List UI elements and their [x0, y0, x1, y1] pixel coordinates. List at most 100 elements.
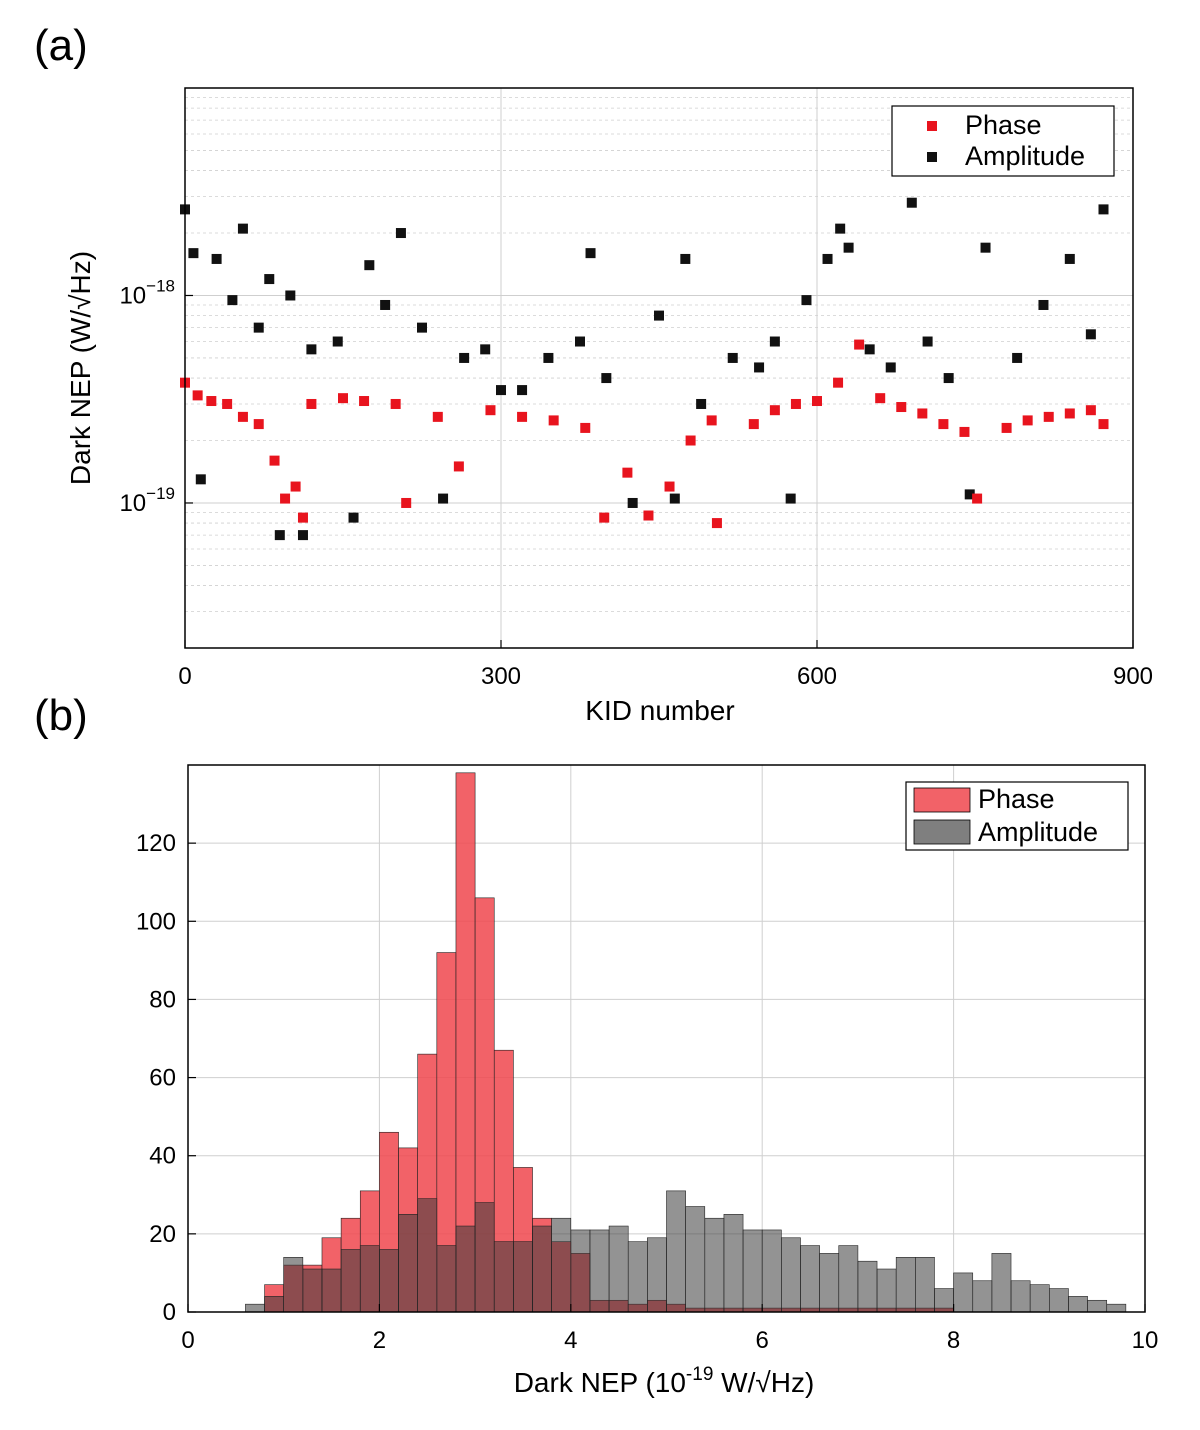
- amplitude-point: [585, 248, 596, 259]
- phase-point: [917, 408, 928, 419]
- plot-b-xlabel-exp: -19: [686, 1364, 713, 1385]
- plot-b-xlabel-main: Dark NEP (10: [514, 1367, 686, 1398]
- plot-a-legend: Phase Amplitude: [891, 105, 1115, 177]
- legend-box: [891, 105, 1115, 177]
- amplitude-bar: [455, 1225, 476, 1313]
- plot-a-points: [180, 197, 1109, 541]
- x-tick-label: 600: [797, 663, 837, 690]
- amplitude-bar: [742, 1229, 763, 1313]
- amplitude-bar: [398, 1214, 418, 1313]
- phase-point: [972, 493, 983, 504]
- amplitude-bar: [570, 1229, 591, 1313]
- amplitude-bar: [761, 1229, 782, 1313]
- amplitude-point: [285, 290, 296, 301]
- amplitude-point: [835, 223, 846, 234]
- amplitude-point: [1064, 253, 1075, 264]
- amplitude-point: [980, 242, 991, 253]
- y-tick-label: 20: [149, 1221, 176, 1248]
- amplitude-point: [1038, 299, 1049, 310]
- y-tick-label: 40: [149, 1143, 176, 1170]
- amplitude-point: [297, 530, 308, 541]
- legend-b-amplitude-label: Amplitude: [978, 817, 1098, 847]
- plot-b-frame: [187, 764, 1146, 1313]
- phase-point: [622, 467, 633, 478]
- amplitude-bar: [953, 1272, 974, 1313]
- panel-b-label: (b): [34, 691, 88, 740]
- plot-b-xlabel-unit: W/√Hz): [713, 1367, 814, 1398]
- phase-point: [338, 393, 348, 404]
- y-tick-label: 10−18: [119, 276, 175, 309]
- amplitude-point: [496, 385, 506, 396]
- amplitude-bar: [723, 1214, 744, 1313]
- legend-phase-marker: [927, 121, 937, 131]
- amplitude-bar: [915, 1257, 935, 1313]
- amplitude-bar: [1068, 1296, 1088, 1313]
- amplitude-point: [348, 512, 359, 523]
- amplitude-point: [1012, 352, 1023, 363]
- phase-point: [1085, 405, 1096, 416]
- amplitude-bar: [589, 1229, 610, 1313]
- amplitude-point: [1098, 204, 1109, 215]
- amplitude-bar: [1010, 1280, 1031, 1313]
- phase-point: [790, 398, 801, 409]
- x-tick-label: 300: [481, 663, 521, 690]
- phase-point: [1064, 408, 1075, 419]
- amplitude-point: [195, 474, 206, 485]
- phase-point: [685, 435, 696, 446]
- phase-point: [432, 411, 443, 422]
- y-tick-label: 60: [149, 1065, 176, 1092]
- x-tick-label: 2: [373, 1327, 386, 1354]
- phase-point: [297, 512, 308, 523]
- amplitude-bar: [1029, 1284, 1050, 1313]
- amplitude-point: [601, 373, 612, 384]
- plot-a-grid: [184, 88, 1134, 649]
- amplitude-bar: [379, 1249, 399, 1313]
- phase-point: [664, 481, 675, 492]
- phase-point: [359, 396, 370, 407]
- amplitude-point: [459, 352, 470, 363]
- phase-point: [959, 426, 970, 437]
- amplitude-bar: [991, 1253, 1012, 1313]
- amplitude-bar: [474, 1202, 495, 1313]
- amplitude-bar: [876, 1268, 897, 1313]
- amplitude-point: [864, 344, 875, 355]
- amplitude-bar: [513, 1241, 533, 1313]
- amplitude-bar: [838, 1245, 859, 1313]
- x-tick-label: 900: [1113, 663, 1153, 690]
- amplitude-bar: [972, 1280, 993, 1313]
- amplitude-point: [395, 228, 406, 239]
- plot-a-ticks: 0 300 600 900 10−18 10−19: [119, 276, 1153, 690]
- amplitude-point: [922, 336, 933, 347]
- plot-a-frame: [184, 87, 1134, 649]
- amplitude-point: [785, 493, 796, 504]
- amplitude-point: [627, 497, 638, 508]
- legend-amplitude-marker: [927, 152, 937, 162]
- y-tick-label: 10−19: [119, 484, 175, 517]
- amplitude-point: [575, 336, 585, 347]
- amplitude-bar: [819, 1253, 840, 1313]
- amplitude-bar: [647, 1237, 667, 1313]
- amplitude-bar: [264, 1296, 284, 1313]
- y-tick-label: 120: [136, 830, 176, 857]
- amplitude-bar: [685, 1206, 706, 1313]
- phase-point: [280, 493, 291, 504]
- legend-amplitude-label: Amplitude: [965, 141, 1085, 171]
- panel-a-label: (a): [34, 21, 88, 70]
- phase-point: [269, 455, 280, 466]
- x-tick-label: 8: [947, 1327, 960, 1354]
- amplitude-bar: [532, 1225, 552, 1313]
- amplitude-point: [264, 274, 275, 285]
- plot-b-legend: Phase Amplitude: [905, 781, 1129, 851]
- amplitude-bar: [493, 1241, 514, 1313]
- amplitude-point: [669, 493, 680, 504]
- amplitude-point: [237, 223, 248, 234]
- amplitude-point: [654, 310, 664, 321]
- amplitude-bar: [340, 1249, 361, 1313]
- phase-point: [517, 411, 528, 422]
- phase-point: [453, 461, 464, 472]
- amplitude-bar: [245, 1303, 265, 1313]
- amplitude-point: [769, 336, 780, 347]
- amplitude-bar: [302, 1268, 323, 1313]
- phase-point: [580, 422, 591, 433]
